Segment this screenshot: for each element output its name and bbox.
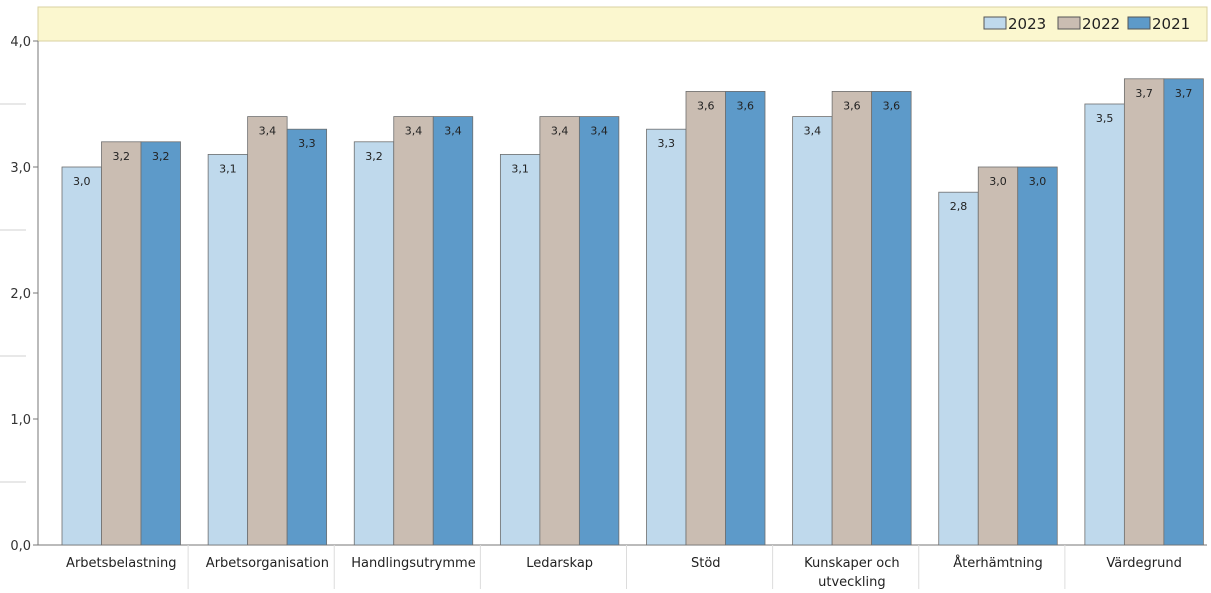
bar-2021 [140, 141, 181, 546]
legend-band [37, 6, 1208, 42]
bar-value-label: 3,6 [883, 99, 901, 112]
bar-value-label: 3,4 [804, 125, 822, 138]
x-tick-label: Kunskaper och [804, 556, 899, 571]
legend-label-2022: 2022 [1082, 15, 1120, 33]
bar-value-label: 3,7 [1135, 87, 1153, 100]
bar-value-label: 3,0 [1029, 175, 1047, 188]
bar-value-label: 3,3 [658, 137, 676, 150]
bar-value-label: 3,2 [113, 150, 131, 163]
x-axis: Arbetsbelastning Arbetsorganisation Handli… [66, 545, 1182, 590]
bar-value-label: 3,2 [365, 150, 383, 163]
bar-value-label: 2,8 [950, 200, 968, 213]
bar-2021 [432, 116, 474, 546]
x-tick-label: Handlingsutrymme [351, 556, 475, 571]
bar-value-label: 3,3 [298, 137, 316, 150]
bar-value-label: 3,0 [73, 175, 91, 188]
legend-swatch-2023 [983, 16, 1007, 30]
bar-2023 [499, 153, 541, 546]
y-tick-label: 2,0 [10, 287, 31, 302]
bar-2023 [938, 191, 979, 546]
x-tick-label: Arbetsbelastning [66, 556, 176, 571]
bar-2021 [871, 91, 912, 546]
legend-swatch-2022 [1057, 16, 1081, 30]
bar-2021 [578, 116, 620, 546]
bar-2022 [393, 116, 434, 546]
bar-value-label: 3,4 [551, 125, 569, 138]
bar-value-label: 3,1 [219, 162, 237, 175]
x-tick-label-line2: utveckling [818, 575, 885, 589]
x-tick-label: Stöd [691, 556, 721, 571]
bar-2023 [353, 141, 395, 546]
bar-2021 [1017, 166, 1058, 546]
y-tick-label: 1,0 [10, 413, 31, 428]
bar-2022 [101, 141, 142, 546]
bar-2021 [1163, 78, 1204, 546]
bar-value-label: 3,6 [697, 99, 715, 112]
legend-label-2023: 2023 [1008, 15, 1046, 33]
bar-2022 [539, 116, 580, 546]
bar-value-label: 3,4 [405, 125, 423, 138]
bar-value-label: 3,4 [259, 125, 277, 138]
bar-2021 [725, 91, 766, 546]
bar-2023 [207, 153, 249, 546]
bar-2022 [1123, 78, 1165, 546]
bar-value-label: 3,1 [511, 162, 529, 175]
legend-label-2021: 2021 [1152, 15, 1190, 33]
bar-value-label: 3,7 [1175, 87, 1193, 100]
bar-value-label: 3,6 [737, 99, 755, 112]
bar-2022 [977, 166, 1019, 546]
legend: 2023 2022 2021 [37, 6, 1208, 42]
bar-2023 [1084, 103, 1125, 546]
y-tick-label: 0,0 [10, 539, 31, 554]
bar-2023 [792, 116, 833, 546]
bar-value-label: 3,2 [152, 150, 170, 163]
bar-2021 [286, 128, 328, 546]
bar-value-label: 3,4 [590, 125, 608, 138]
x-tick-label: Återhämtning [953, 555, 1042, 571]
bar-value-label: 3,4 [444, 125, 462, 138]
bar-value-label: 3,5 [1096, 112, 1114, 125]
y-tick-label: 4,0 [10, 35, 31, 50]
bar-value-label: 3,0 [989, 175, 1007, 188]
bar-2023 [646, 128, 687, 546]
x-tick-label: Ledarskap [526, 556, 593, 571]
x-tick-label: Arbetsorganisation [206, 556, 329, 571]
x-tick-label: Värdegrund [1106, 556, 1182, 571]
bar-2023 [61, 166, 102, 546]
y-tick-label: 3,0 [10, 161, 31, 176]
bar-2022 [247, 116, 288, 546]
bar-2022 [831, 91, 873, 546]
bar-value-label: 3,6 [843, 99, 861, 112]
bars: 3,0 3,2 3,2 3,1 3,4 3,3 3,2 3,4 3,4 3,1 3,4 3,4 3,3 3… [61, 78, 1204, 546]
legend-swatch-2021 [1127, 16, 1151, 30]
bar-2022 [685, 91, 726, 546]
